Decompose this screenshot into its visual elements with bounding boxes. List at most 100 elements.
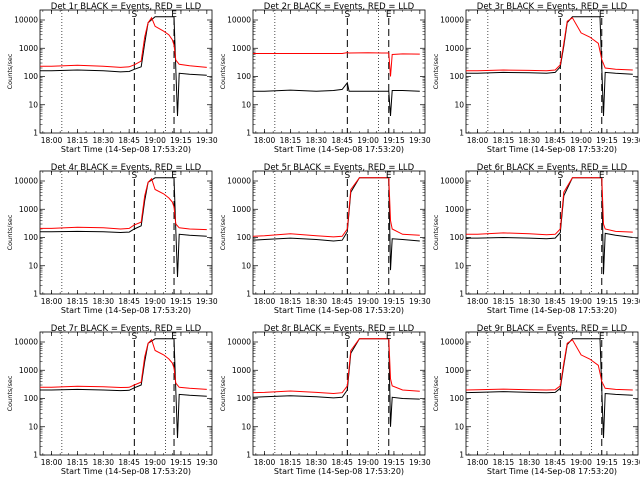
x-axis-label: Start Time (14-Sep-08 17:53:20): [487, 467, 617, 476]
x-axis-label: Start Time (14-Sep-08 17:53:20): [61, 467, 191, 476]
x-tick-label: 19:30: [622, 458, 640, 467]
y-tick-label: 1: [246, 290, 251, 299]
series-line-lld: [466, 339, 633, 391]
x-tick-label: 18:00: [467, 297, 489, 306]
x-tick-label: 19:30: [409, 136, 431, 145]
detector-panel: Det 4r BLACK = Events, RED = LLD 1 10 100 10…: [6, 163, 218, 315]
y-tick-label: 1: [246, 129, 251, 138]
panel-title: Det 6r BLACK = Events, RED = LLD: [477, 163, 628, 173]
marker-label-e: E: [386, 332, 392, 342]
x-tick-label: 19:00: [144, 458, 166, 467]
axes-frame: [465, 170, 639, 295]
y-tick-label: 1: [33, 129, 38, 138]
x-tick-label: 19:15: [383, 297, 405, 306]
panel-title: Det 1r BLACK = Events, RED = LLD: [51, 2, 202, 12]
x-tick-label: 19:30: [196, 136, 218, 145]
detector-panel: Det 9r BLACK = Events, RED = LLD 1 10 100 10…: [432, 324, 640, 476]
y-tick-label: 10000: [227, 177, 251, 186]
x-tick-label: 18:30: [305, 297, 327, 306]
y-tick-label: 100: [237, 394, 252, 403]
x-tick-label: 18:15: [67, 136, 89, 145]
x-tick-label: 18:00: [254, 458, 276, 467]
plot-area: [466, 171, 633, 294]
series-line-events: [253, 81, 420, 117]
x-tick-label: 18:00: [467, 136, 489, 145]
series-line-lld: [253, 52, 420, 77]
series-line-lld: [466, 177, 633, 236]
x-tick-label: 18:45: [118, 297, 140, 306]
x-tick-label: 19:00: [144, 136, 166, 145]
marker-label-e: E: [599, 332, 605, 342]
y-tick-label: 10: [241, 422, 251, 431]
x-tick-label: 18:45: [544, 297, 566, 306]
x-tick-label: 19:30: [409, 458, 431, 467]
panel-title: Det 8r BLACK = Events, RED = LLD: [264, 324, 415, 334]
x-tick-label: 18:45: [544, 458, 566, 467]
x-tick-label: 19:30: [622, 136, 640, 145]
x-axis-label: Start Time (14-Sep-08 17:53:20): [61, 306, 191, 315]
y-tick-label: 10: [454, 422, 464, 431]
marker-label-s: S: [131, 10, 137, 20]
x-tick-label: 19:00: [144, 297, 166, 306]
y-tick-label: 1000: [232, 366, 251, 375]
axes-frame: [465, 331, 639, 456]
x-tick-label: 18:45: [118, 136, 140, 145]
x-axis-label: Start Time (14-Sep-08 17:53:20): [274, 467, 404, 476]
y-tick-label: 10000: [440, 338, 464, 347]
detector-panel: Det 1r BLACK = Events, RED = LLD 1 10 100 10…: [6, 2, 218, 154]
y-axis-label: Counts/sec: [219, 53, 227, 89]
x-tick-label: 19:00: [570, 297, 592, 306]
panel-title: Det 7r BLACK = Events, RED = LLD: [51, 324, 202, 334]
detector-panel: Det 6r BLACK = Events, RED = LLD 1 10 100 10…: [432, 163, 640, 315]
y-tick-label: 1000: [19, 205, 38, 214]
x-axis-label: Start Time (14-Sep-08 17:53:20): [487, 145, 617, 154]
y-tick-label: 1000: [445, 44, 464, 53]
x-axis-label: Start Time (14-Sep-08 17:53:20): [487, 306, 617, 315]
x-tick-label: 18:15: [67, 458, 89, 467]
y-tick-label: 100: [450, 394, 465, 403]
detector-panel: Det 3r BLACK = Events, RED = LLD 1 10 100 10…: [432, 2, 640, 154]
x-tick-label: 18:30: [305, 458, 327, 467]
x-tick-label: 18:15: [280, 458, 302, 467]
x-tick-label: 18:30: [518, 458, 540, 467]
x-tick-label: 18:00: [41, 136, 63, 145]
axes-frame: [252, 9, 426, 134]
y-tick-label: 10: [241, 100, 251, 109]
x-tick-label: 18:00: [254, 136, 276, 145]
series-line-lld: [466, 17, 633, 72]
y-tick-label: 10000: [14, 16, 38, 25]
x-tick-label: 18:15: [493, 458, 515, 467]
plot-area: [466, 332, 633, 455]
y-tick-label: 10000: [14, 177, 38, 186]
y-tick-label: 10: [28, 422, 38, 431]
panel-title: Det 3r BLACK = Events, RED = LLD: [477, 2, 628, 12]
marker-label-e: E: [599, 171, 605, 181]
y-tick-label: 10000: [440, 16, 464, 25]
marker-label-s: S: [344, 332, 350, 342]
x-axis-label: Start Time (14-Sep-08 17:53:20): [274, 145, 404, 154]
series-line-lld: [253, 338, 420, 395]
series-line-events: [253, 338, 420, 427]
y-axis-label: Counts/sec: [432, 375, 440, 411]
plot-area: [40, 10, 207, 133]
x-tick-label: 19:00: [357, 297, 379, 306]
y-tick-label: 10: [28, 100, 38, 109]
y-tick-label: 1000: [445, 205, 464, 214]
axes-frame: [39, 170, 213, 295]
marker-label-e: E: [599, 10, 605, 20]
x-tick-label: 18:15: [493, 136, 515, 145]
marker-label-e: E: [171, 332, 177, 342]
y-axis-label: Counts/sec: [219, 214, 227, 250]
series-line-events: [466, 177, 633, 275]
plot-area: [466, 10, 633, 133]
series-line-events: [253, 177, 420, 271]
y-tick-label: 1: [459, 451, 464, 460]
panel-title: Det 5r BLACK = Events, RED = LLD: [264, 163, 415, 173]
marker-label-s: S: [557, 332, 563, 342]
x-tick-label: 19:15: [170, 136, 192, 145]
y-tick-label: 100: [450, 72, 465, 81]
x-tick-label: 19:30: [196, 458, 218, 467]
y-tick-label: 10000: [14, 338, 38, 347]
